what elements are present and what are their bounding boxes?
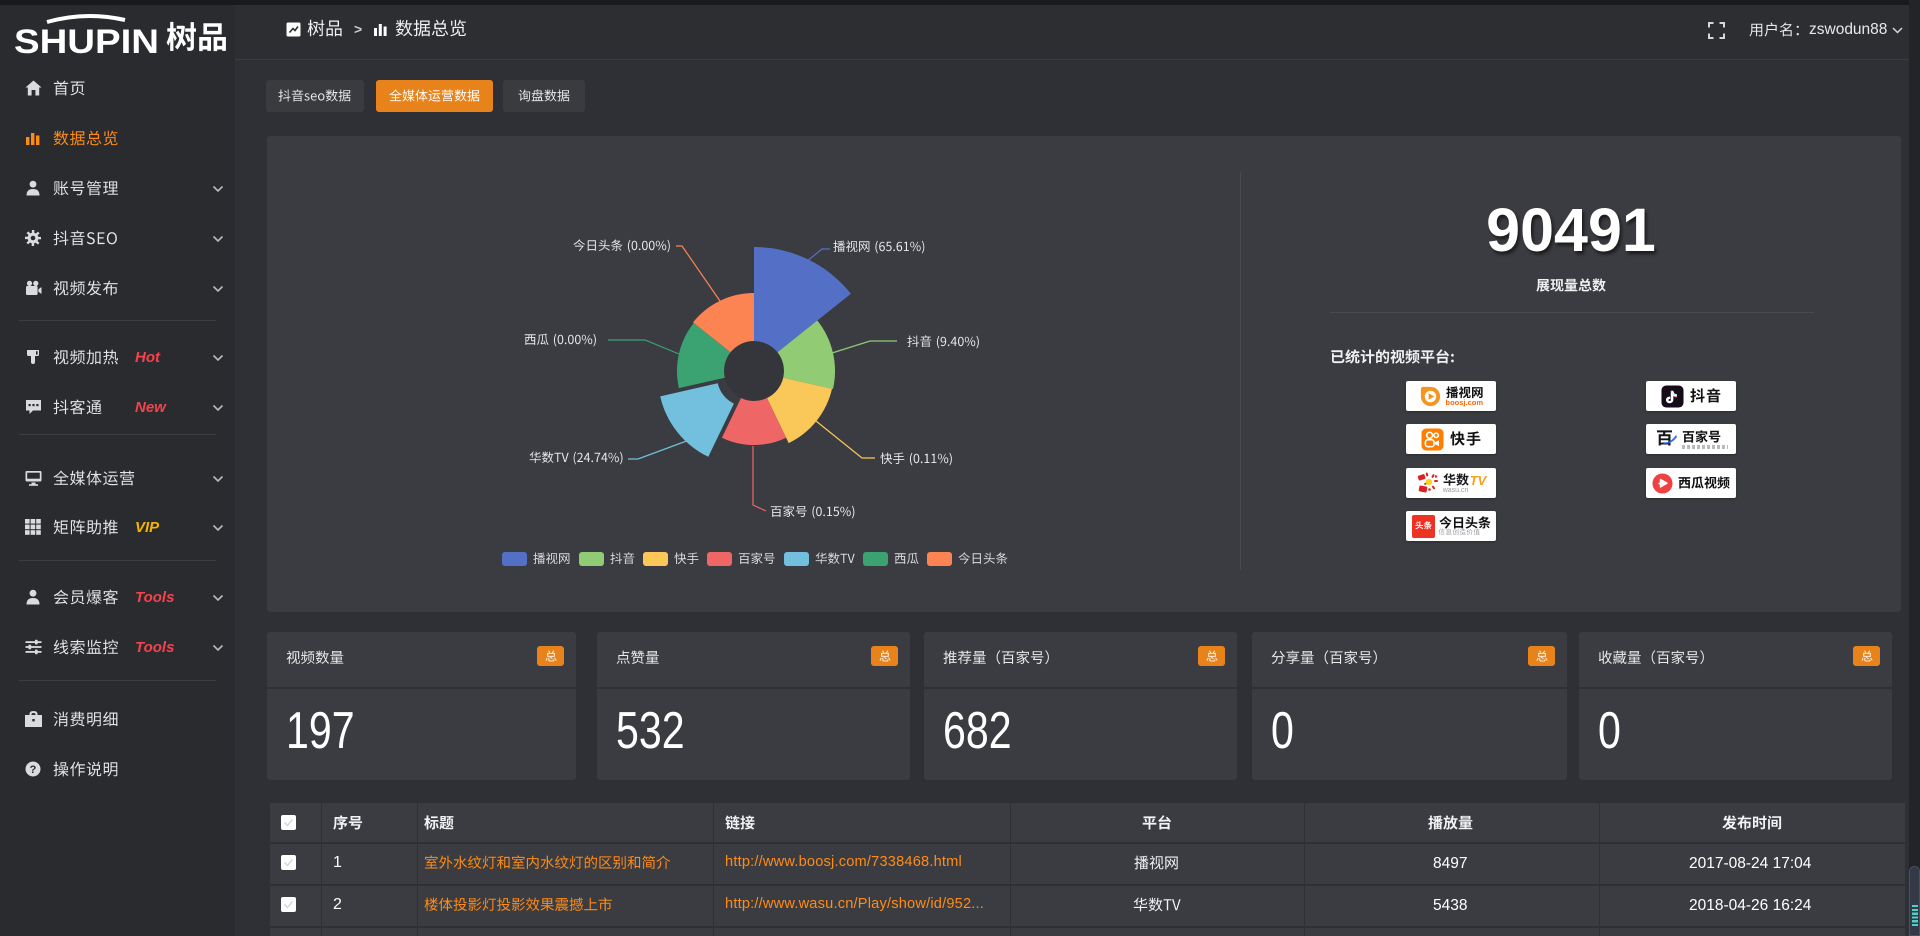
- svg-text:?: ?: [30, 764, 37, 776]
- svg-text:SHUPIN: SHUPIN: [14, 23, 159, 61]
